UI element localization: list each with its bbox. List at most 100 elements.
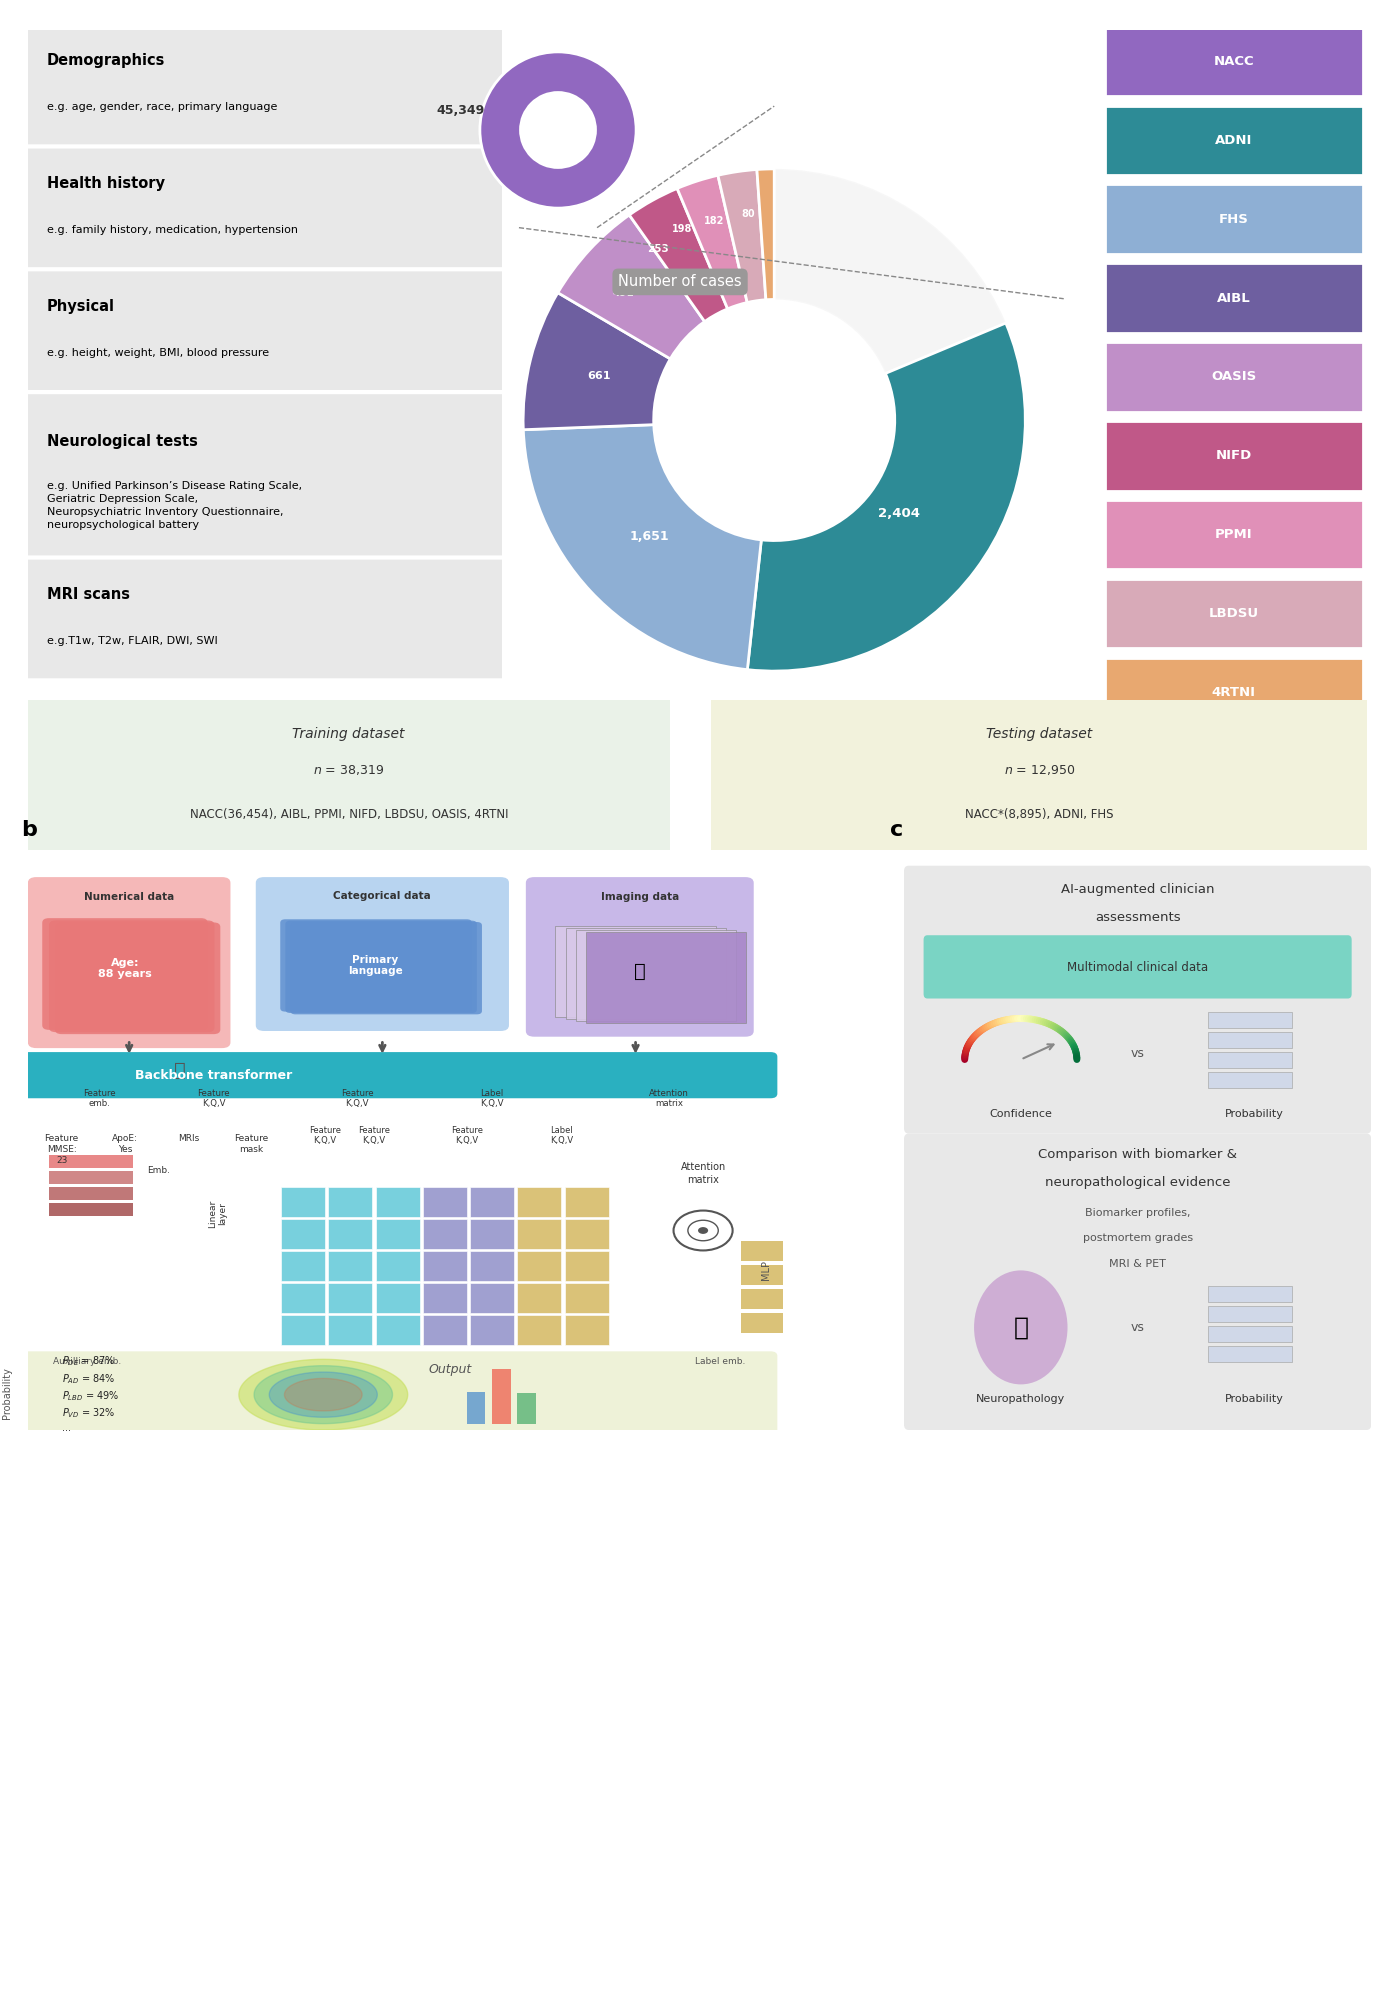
Bar	[1208, 1306, 1292, 1322]
Text: PPMI: PPMI	[1215, 528, 1253, 542]
FancyBboxPatch shape	[28, 878, 230, 1048]
FancyBboxPatch shape	[1105, 342, 1363, 412]
Text: AI-augmented clinician: AI-augmented clinician	[1060, 882, 1215, 896]
Bar	[555, 926, 716, 1016]
Bar	[282, 1220, 325, 1248]
Bar	[565, 1282, 608, 1312]
Bar	[467, 1376, 485, 1424]
Text: 45,349: 45,349	[437, 104, 484, 116]
Bar	[375, 1220, 420, 1248]
Text: Multimodal clinical data: Multimodal clinical data	[1067, 960, 1208, 974]
Bar	[470, 1252, 513, 1280]
Bar	[423, 1188, 467, 1216]
Text: e.g. age, gender, race, primary language: e.g. age, gender, race, primary language	[47, 102, 278, 112]
Wedge shape	[774, 168, 1006, 374]
Text: Training dataset: Training dataset	[293, 728, 405, 742]
FancyBboxPatch shape	[15, 698, 682, 852]
Bar	[492, 1390, 511, 1424]
Bar	[375, 1252, 420, 1280]
Bar	[518, 1188, 561, 1216]
Text: 🧠: 🧠	[633, 962, 646, 980]
FancyBboxPatch shape	[24, 558, 506, 680]
Text: Probability: Probability	[1225, 1394, 1283, 1404]
Bar	[1208, 1012, 1292, 1028]
Polygon shape	[269, 1372, 377, 1418]
Bar	[518, 1220, 561, 1248]
Text: c: c	[890, 820, 903, 840]
Wedge shape	[558, 214, 704, 358]
Circle shape	[698, 1228, 709, 1234]
Bar	[565, 1314, 608, 1344]
Text: Biomarker profiles,: Biomarker profiles,	[1085, 1208, 1190, 1218]
Text: Linear
layer: Linear layer	[208, 1200, 227, 1228]
Polygon shape	[285, 1378, 363, 1410]
Text: LBDSU: LBDSU	[1209, 608, 1258, 620]
Text: NIFD: NIFD	[1216, 450, 1251, 462]
Bar	[576, 930, 737, 1020]
Text: Testing dataset: Testing dataset	[986, 728, 1092, 742]
Text: Attention
matrix: Attention matrix	[681, 1162, 725, 1184]
Bar	[282, 1314, 325, 1344]
Text: MRI & PET: MRI & PET	[1109, 1260, 1166, 1270]
Wedge shape	[757, 168, 774, 300]
Text: Probability: Probability	[1, 1368, 11, 1418]
Text: Health history: Health history	[47, 176, 165, 192]
Text: 2,404: 2,404	[877, 506, 921, 520]
Bar	[741, 1290, 783, 1310]
Text: $n$ = 12,950: $n$ = 12,950	[1003, 764, 1076, 778]
FancyBboxPatch shape	[42, 918, 208, 1030]
Text: 1,651: 1,651	[629, 530, 670, 544]
Polygon shape	[254, 1366, 392, 1424]
Bar	[282, 1188, 325, 1216]
Bar	[518, 1370, 536, 1424]
Bar	[423, 1220, 467, 1248]
Text: 80: 80	[741, 210, 755, 220]
Text: 661: 661	[587, 370, 611, 380]
FancyBboxPatch shape	[54, 922, 220, 1034]
Text: 198: 198	[672, 224, 692, 234]
Bar	[49, 1156, 134, 1168]
FancyBboxPatch shape	[1105, 184, 1363, 254]
Text: $P_{VD}$ = 32%: $P_{VD}$ = 32%	[61, 1406, 116, 1420]
Text: postmortem grades: postmortem grades	[1083, 1234, 1193, 1244]
Bar	[518, 1314, 561, 1344]
Text: Label
K,Q,V: Label K,Q,V	[480, 1088, 504, 1108]
Text: Probability: Probability	[1225, 1108, 1283, 1118]
Bar	[328, 1188, 372, 1216]
Text: MRIs: MRIs	[177, 1134, 199, 1142]
Bar	[1208, 1326, 1292, 1342]
FancyBboxPatch shape	[1105, 422, 1363, 490]
Text: $P_{LBD}$ = 49%: $P_{LBD}$ = 49%	[61, 1388, 119, 1402]
Wedge shape	[480, 52, 636, 208]
FancyBboxPatch shape	[255, 878, 509, 1032]
Bar	[1208, 1072, 1292, 1088]
Text: Number of cases: Number of cases	[618, 274, 742, 290]
Text: 4RTNI: 4RTNI	[1212, 686, 1256, 700]
Text: e.g. height, weight, BMI, blood pressure: e.g. height, weight, BMI, blood pressure	[47, 348, 269, 358]
Text: Comparison with biomarker &: Comparison with biomarker &	[1038, 1148, 1237, 1160]
Bar	[423, 1282, 467, 1312]
FancyBboxPatch shape	[904, 1134, 1371, 1430]
Text: 491: 491	[612, 288, 633, 298]
Text: vs: vs	[1131, 1048, 1144, 1060]
Text: Auxilliary emb.: Auxilliary emb.	[53, 1358, 121, 1366]
Bar	[49, 1172, 134, 1184]
Text: 253: 253	[647, 244, 670, 254]
Text: Backbone transformer: Backbone transformer	[135, 1068, 292, 1082]
FancyBboxPatch shape	[1105, 264, 1363, 332]
Bar	[518, 1252, 561, 1280]
Bar	[470, 1282, 513, 1312]
Bar	[565, 1188, 608, 1216]
FancyBboxPatch shape	[280, 920, 472, 1012]
Text: Demographics: Demographics	[47, 54, 165, 68]
Bar	[375, 1282, 420, 1312]
Text: 182: 182	[704, 216, 724, 226]
Text: Feature
MMSE:
23: Feature MMSE: 23	[45, 1134, 78, 1164]
Bar	[49, 1204, 134, 1216]
Text: Label emb.: Label emb.	[695, 1358, 745, 1366]
Bar	[328, 1314, 372, 1344]
FancyBboxPatch shape	[526, 878, 753, 1036]
Bar	[470, 1188, 513, 1216]
Text: Output: Output	[428, 1364, 472, 1376]
FancyBboxPatch shape	[1105, 658, 1363, 728]
